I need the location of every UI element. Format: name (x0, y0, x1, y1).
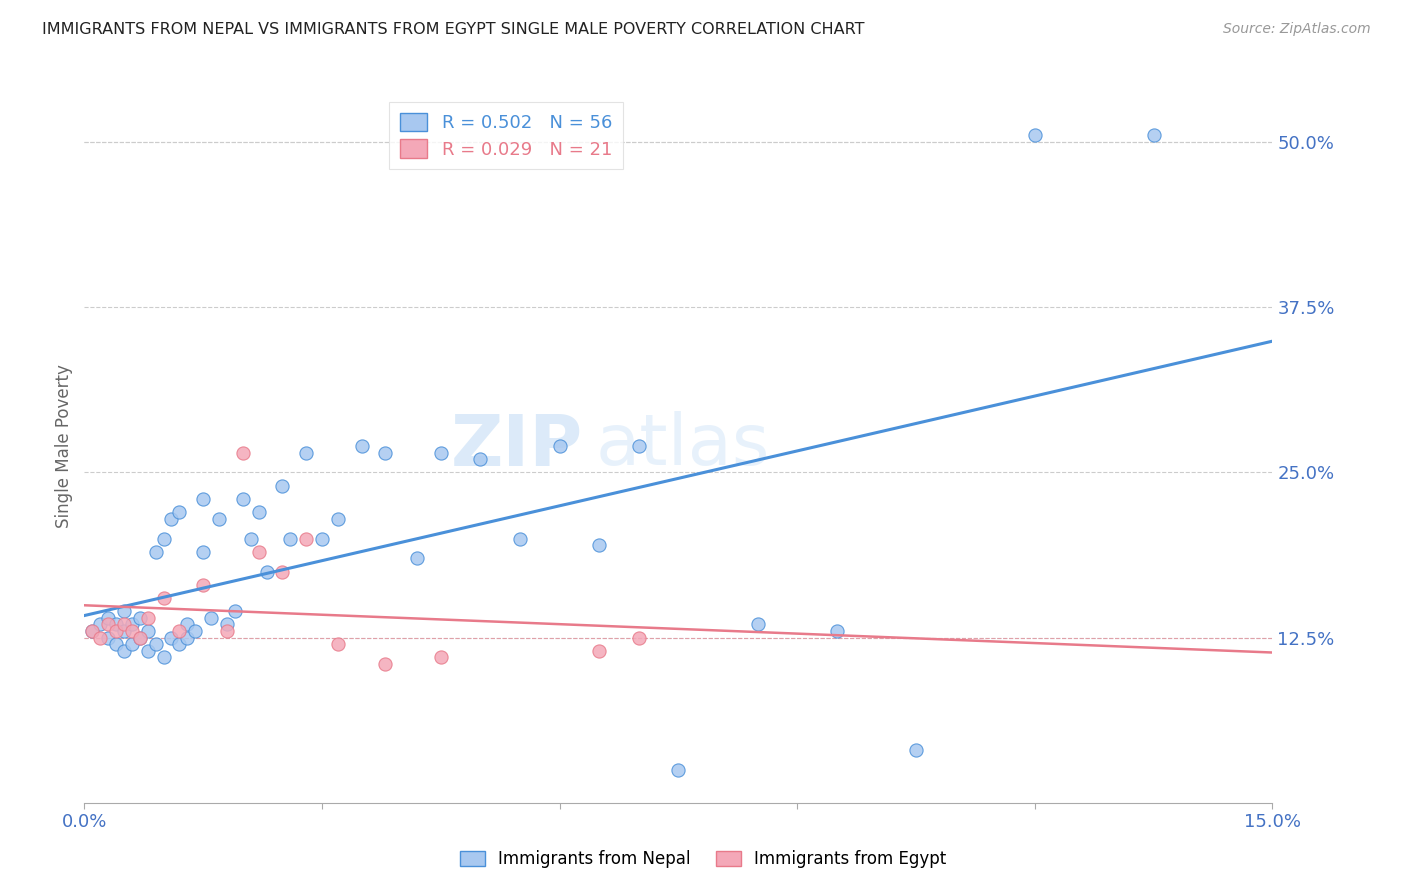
Point (152, 532, 174, 546)
Point (160, 511, 183, 525)
Point (121, 617, 143, 632)
Point (627, 439, 650, 453)
Point (326, 637, 349, 651)
Point (112, 617, 135, 632)
Point (1024, 128, 1046, 143)
Point (232, 491, 254, 506)
Point (128, 631, 150, 645)
Point (145, 545, 167, 559)
Point (509, 532, 531, 546)
Point (627, 631, 650, 645)
Text: Source: ZipAtlas.com: Source: ZipAtlas.com (1223, 22, 1371, 37)
Point (112, 644, 135, 658)
Point (470, 452, 492, 467)
Point (121, 637, 143, 651)
Point (97, 631, 120, 645)
Point (112, 624, 135, 638)
Point (295, 532, 318, 546)
Legend: R = 0.502   N = 56, R = 0.029   N = 21: R = 0.502 N = 56, R = 0.029 N = 21 (389, 102, 623, 169)
Point (247, 545, 270, 559)
Point (191, 578, 215, 592)
Point (311, 532, 333, 546)
Point (160, 631, 183, 645)
Point (256, 565, 278, 579)
Point (112, 604, 135, 618)
Point (406, 551, 429, 566)
Point (128, 611, 150, 625)
Point (247, 505, 270, 519)
Point (350, 439, 373, 453)
Point (191, 491, 215, 506)
Point (176, 631, 198, 645)
Point (668, 763, 690, 777)
Point (1143, 128, 1166, 143)
Point (747, 617, 769, 632)
Point (105, 624, 128, 638)
Text: atlas: atlas (595, 411, 769, 481)
Point (169, 624, 191, 638)
Point (548, 439, 571, 453)
Point (136, 624, 159, 638)
Y-axis label: Single Male Poverty: Single Male Poverty (55, 364, 73, 528)
Point (825, 624, 848, 638)
Point (191, 545, 215, 559)
Text: ZIP: ZIP (451, 411, 583, 481)
Point (89, 631, 111, 645)
Point (271, 478, 294, 492)
Point (136, 644, 159, 658)
Text: IMMIGRANTS FROM NEPAL VS IMMIGRANTS FROM EGYPT SINGLE MALE POVERTY CORRELATION C: IMMIGRANTS FROM NEPAL VS IMMIGRANTS FROM… (42, 22, 865, 37)
Point (215, 617, 238, 632)
Point (184, 624, 207, 638)
Legend: Immigrants from Nepal, Immigrants from Egypt: Immigrants from Nepal, Immigrants from E… (453, 844, 953, 875)
Point (82, 624, 104, 638)
Point (295, 445, 318, 459)
Point (588, 538, 610, 552)
Point (97, 611, 120, 625)
Point (169, 637, 191, 651)
Point (169, 505, 191, 519)
Point (152, 650, 174, 665)
Point (374, 445, 396, 459)
Point (215, 624, 238, 638)
Point (588, 644, 610, 658)
Point (232, 445, 254, 459)
Point (905, 743, 928, 757)
Point (105, 637, 128, 651)
Point (128, 631, 150, 645)
Point (176, 617, 198, 632)
Point (224, 604, 246, 618)
Point (105, 617, 128, 632)
Point (271, 565, 294, 579)
Point (136, 611, 159, 625)
Point (239, 532, 262, 546)
Point (97, 617, 120, 632)
Point (208, 511, 231, 525)
Point (430, 445, 453, 459)
Point (82, 624, 104, 638)
Point (89, 617, 111, 632)
Point (374, 657, 396, 671)
Point (152, 591, 174, 605)
Point (278, 532, 301, 546)
Point (145, 637, 167, 651)
Point (200, 611, 222, 625)
Point (121, 624, 143, 638)
Point (326, 511, 349, 525)
Point (430, 650, 453, 665)
